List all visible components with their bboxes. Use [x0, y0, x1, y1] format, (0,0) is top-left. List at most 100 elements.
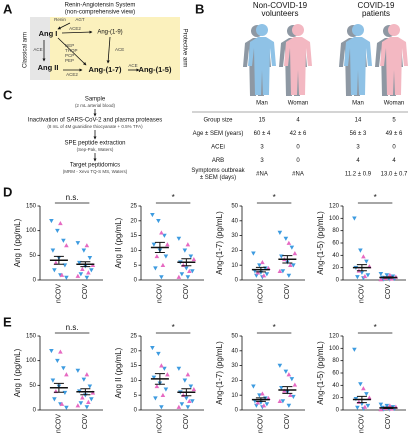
- error-bar: [80, 261, 91, 268]
- data-point: [356, 399, 362, 404]
- data-point: [378, 407, 384, 412]
- data-point: [163, 387, 169, 392]
- data-point: [84, 275, 90, 280]
- data-point: [292, 251, 298, 256]
- step-detail: (8 mL of 4M guanidine thiocyanate + 0.5%…: [47, 124, 143, 129]
- y-tick-label: 50: [29, 383, 36, 389]
- y-tick-label: 50: [231, 204, 238, 210]
- y-tick-label: 20: [130, 348, 137, 354]
- y-tick-label: 0: [33, 278, 37, 284]
- sex-label: Woman: [288, 101, 309, 107]
- data-point: [81, 248, 87, 253]
- data-point: [156, 218, 161, 224]
- data-point: [260, 391, 265, 396]
- enzyme: ACE2: [66, 72, 78, 77]
- data-point: [62, 390, 68, 396]
- data-point: [53, 260, 59, 265]
- data-point: [288, 392, 293, 398]
- data-point: [378, 277, 384, 282]
- y-tick-label: 100: [26, 228, 37, 234]
- data-point: [80, 395, 85, 400]
- panel-a: A Renin-Angiotensin System (non-comprehe…: [3, 1, 187, 80]
- y-tick-label: 120: [329, 334, 340, 340]
- y-axis-label: Ang II (pg/mL): [114, 347, 123, 398]
- step-detail: (Sep-Pak, Waters): [77, 147, 114, 152]
- x-tick-label: nCOV: [359, 414, 366, 433]
- data-point: [283, 369, 289, 374]
- person-figure: [375, 24, 408, 96]
- data-point: [362, 404, 368, 409]
- node: Ang-(1-5): [139, 65, 172, 74]
- row-label: Age ± SEM (years): [193, 131, 244, 137]
- data-point: [75, 273, 81, 278]
- protective-area: [30, 17, 180, 80]
- panel-label: E: [3, 314, 12, 329]
- node: Ang-(1-7): [89, 65, 122, 74]
- error-bar: [53, 382, 64, 393]
- cell: 3: [260, 145, 264, 151]
- group-title: Non-COVID-19: [253, 1, 308, 10]
- y-tick-label: 80: [332, 228, 339, 234]
- data-point: [49, 348, 54, 354]
- data-point: [280, 399, 286, 404]
- data-point: [75, 241, 81, 246]
- data-point: [176, 404, 182, 409]
- data-point: [361, 386, 366, 391]
- data-point: [291, 394, 296, 399]
- data-point: [59, 272, 65, 277]
- error-bar: [53, 255, 64, 265]
- data-point: [188, 254, 194, 259]
- y-axis-label: Ang-(1-5) (pg/mL): [316, 211, 325, 275]
- x-tick-label: nCOV: [56, 414, 63, 433]
- error-bar: [154, 241, 165, 253]
- row-label: ACEi: [211, 145, 225, 151]
- sex-label: Woman: [384, 101, 405, 107]
- data-point: [52, 397, 57, 402]
- y-tick-label: 50: [29, 253, 36, 259]
- data-point: [280, 269, 286, 274]
- x-tick-label: COV: [183, 414, 190, 430]
- data-point: [179, 272, 185, 277]
- classical-area: [30, 17, 50, 80]
- significance-label: n.s.: [66, 193, 79, 202]
- step-detail: (2 mL arterial blood): [75, 103, 116, 108]
- y-axis-label: Ang II (pg/mL): [114, 217, 123, 268]
- data-point: [151, 242, 157, 247]
- significance-label: *: [374, 193, 377, 202]
- cell: 4: [296, 118, 300, 124]
- node: Ang-(1-9): [97, 30, 122, 36]
- data-point: [75, 368, 81, 373]
- data-point: [264, 272, 270, 277]
- y-tick-label: 40: [332, 253, 339, 259]
- data-point: [150, 213, 155, 218]
- data-point: [150, 346, 155, 351]
- person-figure: [243, 24, 276, 96]
- data-point: [78, 272, 84, 277]
- data-point: [159, 275, 164, 280]
- data-point: [55, 358, 60, 363]
- dot-plot: 0 50 100 150 Ang I (pg/mL) nCOV COV n.s.: [13, 193, 103, 303]
- y-tick-label: 150: [26, 204, 37, 210]
- y-tick-label: 50: [231, 334, 238, 340]
- data-point: [289, 377, 295, 382]
- data-point: [365, 273, 371, 278]
- error-bar: [181, 388, 192, 397]
- cell: 3: [260, 158, 264, 164]
- data-point: [277, 363, 283, 368]
- y-tick-label: 120: [329, 204, 340, 210]
- dot-plot: 0 5 10 15 20 25 Ang II (pg/mL) nCOV COV *: [114, 193, 204, 303]
- data-point: [84, 372, 90, 377]
- y-tick-label: 30: [231, 363, 238, 369]
- significance-label: *: [172, 193, 175, 202]
- cell: 0: [392, 145, 396, 151]
- panel-label: B: [195, 1, 204, 16]
- y-axis-label: Ang-(1-7) (pg/mL): [215, 341, 224, 405]
- y-tick-label: 80: [332, 358, 339, 364]
- error-bar: [255, 266, 266, 273]
- data-point: [86, 399, 91, 404]
- y-tick-label: 10: [231, 393, 238, 399]
- dot-plot: 0 50 100 150 Ang I (pg/mL) nCOV COV n.s.: [13, 323, 103, 433]
- data-point: [185, 275, 191, 280]
- data-point: [165, 372, 170, 377]
